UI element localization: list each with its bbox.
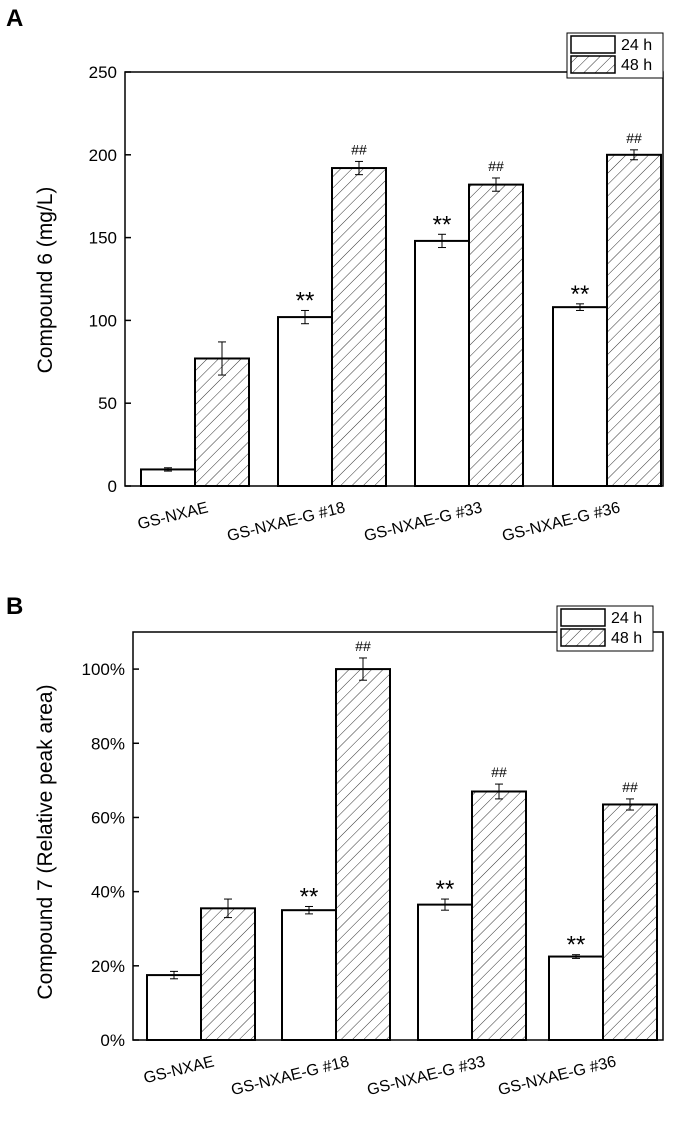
x-tick-label: GS-NXAE-G #36 — [501, 499, 623, 545]
bar-24h — [140, 468, 196, 488]
y-tick-label: 0% — [100, 1031, 125, 1050]
significance-hashes: ## — [355, 638, 371, 654]
bar-48h — [200, 907, 256, 1041]
plot-frame-a — [124, 71, 664, 487]
y-axis-label-a: Compound 6 (mg/L) — [34, 187, 57, 374]
y-tick-label: 40% — [91, 883, 125, 902]
x-tick-label: GS-NXAE-G #33 — [363, 499, 485, 545]
x-tick-label: GS-NXAE — [136, 499, 210, 533]
significance-stars: ** — [296, 287, 315, 314]
legend-label: 24 h — [611, 610, 642, 627]
significance-hashes: ## — [491, 764, 507, 780]
significance-hashes: ## — [622, 779, 638, 795]
legend-label: 48 h — [621, 57, 652, 74]
bar-48h — [606, 153, 662, 488]
bar-24h — [417, 903, 473, 1041]
y-axis-b: 0% 20% 40% 60% 80% 100% — [82, 660, 139, 1050]
bar-24h — [548, 955, 604, 1042]
plot-frame-b — [132, 631, 664, 1041]
y-axis-a: 0 50 100 150 200 250 — [89, 63, 131, 496]
bars-a: ** ## ** ## ** ## — [140, 130, 662, 488]
significance-stars: ** — [571, 281, 590, 308]
chart-panel-b: B Compound 7 (Relative peak area) 0% 20% 4… — [6, 593, 664, 1099]
y-tick-label: 150 — [89, 229, 117, 248]
x-tick-label: GS-NXAE-G #18 — [230, 1053, 352, 1099]
bar-24h — [146, 974, 202, 1041]
significance-hashes: ## — [351, 141, 367, 157]
bar-48h — [194, 357, 250, 488]
bars-b: ** ## ** ## ** ## — [146, 638, 658, 1042]
bar-48h — [335, 668, 391, 1041]
significance-stars: ** — [567, 932, 586, 959]
legend-label: 48 h — [611, 630, 642, 647]
legend-a: 24 h 48 h — [566, 32, 664, 79]
x-axis-labels-b: GS-NXAE GS-NXAE-G #18 GS-NXAE-G #33 GS-NXAE… — [142, 1053, 618, 1099]
y-tick-label: 200 — [89, 146, 117, 165]
significance-stars: ** — [300, 883, 319, 910]
bar-48h — [331, 167, 387, 487]
bar-48h — [468, 183, 524, 487]
y-tick-label: 80% — [91, 734, 125, 753]
bar-48h — [602, 803, 658, 1041]
bar-24h — [414, 239, 470, 487]
y-tick-label: 50 — [98, 394, 117, 413]
legend-label: 24 h — [621, 37, 652, 54]
significance-hashes: ## — [488, 158, 504, 174]
legend-swatch — [560, 608, 606, 627]
x-tick-label: GS-NXAE-G #36 — [497, 1053, 619, 1099]
significance-hashes: ## — [626, 130, 642, 146]
y-tick-label: 0 — [108, 477, 117, 496]
y-tick-label: 250 — [89, 63, 117, 82]
x-tick-label: GS-NXAE — [142, 1053, 216, 1087]
legend-swatch — [570, 35, 616, 54]
significance-stars: ** — [433, 211, 452, 238]
x-tick-label: GS-NXAE-G #18 — [226, 499, 348, 545]
bar-24h — [552, 306, 608, 488]
panel-label-b: B — [6, 593, 23, 620]
panel-label-a: A — [6, 5, 23, 32]
x-axis-labels-a: GS-NXAE GS-NXAE-G #18 GS-NXAE-G #33 GS-NXAE… — [136, 499, 622, 545]
significance-stars: ** — [436, 876, 455, 903]
bar-24h — [281, 909, 337, 1041]
y-tick-label: 20% — [91, 957, 125, 976]
y-tick-label: 100 — [89, 311, 117, 330]
chart-panel-a: A Compound 6 (mg/L) 0 50 100 150 200 250 ** ##… — [6, 5, 664, 545]
legend-swatch — [570, 55, 616, 74]
y-tick-label: 60% — [91, 808, 125, 827]
y-tick-label: 100% — [82, 660, 125, 679]
legend-b: 24 h 48 h — [556, 605, 654, 652]
bar-24h — [277, 316, 333, 488]
bar-48h — [471, 790, 527, 1041]
y-axis-label-b: Compound 7 (Relative peak area) — [34, 684, 57, 999]
legend-swatch — [560, 628, 606, 647]
x-tick-label: GS-NXAE-G #33 — [366, 1053, 488, 1099]
